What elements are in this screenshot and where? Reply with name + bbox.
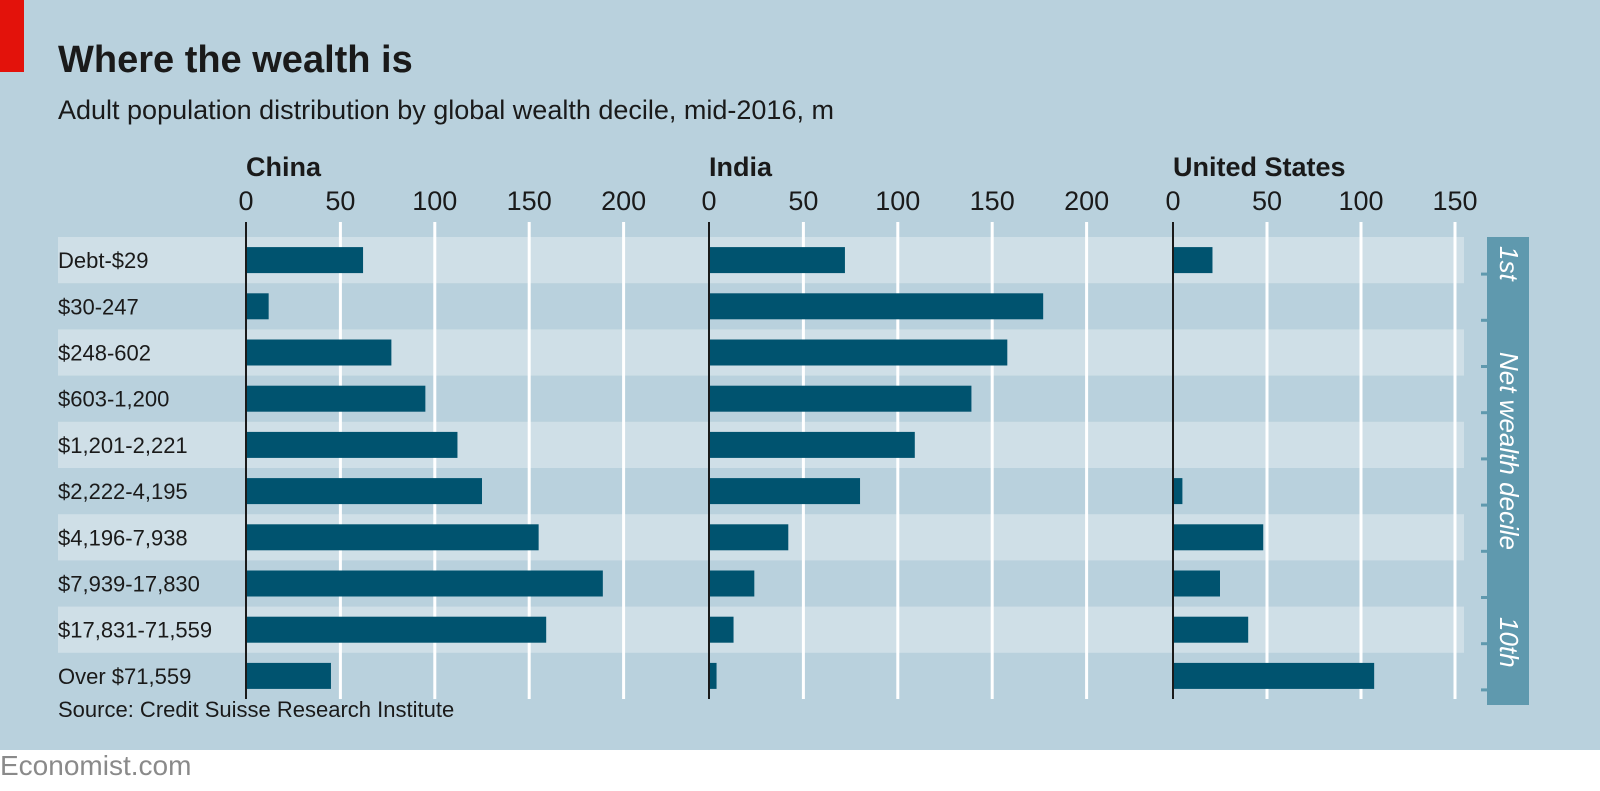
tick-label: 100 [875, 186, 920, 216]
category-label: $603-1,200 [58, 387, 169, 412]
bar [1173, 524, 1264, 551]
category-label: Over $71,559 [58, 664, 191, 689]
bar [709, 247, 845, 274]
tick-label: 0 [701, 186, 716, 216]
panel-title: India [709, 152, 773, 182]
bar [1173, 478, 1183, 505]
tick-label: 200 [1064, 186, 1109, 216]
tick-label: 150 [970, 186, 1015, 216]
bar [709, 478, 861, 505]
tick-label: 50 [325, 186, 355, 216]
bar [246, 385, 426, 412]
category-label: $2,222-4,195 [58, 479, 188, 504]
tick-label: 50 [1252, 186, 1282, 216]
bar [709, 431, 915, 458]
tick-label: 100 [1338, 186, 1383, 216]
category-label: $1,201-2,221 [58, 433, 188, 458]
accent-tab [0, 0, 24, 72]
tick-label: 0 [238, 186, 253, 216]
category-label: $248-602 [58, 341, 151, 366]
bar [1173, 662, 1375, 689]
bar [246, 293, 269, 320]
bar [709, 616, 734, 643]
decile-side-panel [1487, 237, 1529, 705]
tick-label: 150 [1432, 186, 1477, 216]
decile-label-bottom: 10th [1494, 617, 1524, 668]
bar [246, 570, 603, 597]
tick-label: 200 [601, 186, 646, 216]
bar [246, 478, 482, 505]
bar [709, 524, 789, 551]
chart-subtitle: Adult population distribution by global … [58, 95, 834, 125]
bar [246, 524, 539, 551]
decile-label-top: 1st [1494, 246, 1524, 282]
bar [709, 293, 1044, 320]
category-label: Debt-$29 [58, 248, 149, 273]
category-label: $7,939-17,830 [58, 572, 200, 597]
panel-title: United States [1173, 152, 1346, 182]
bar [246, 247, 364, 274]
bar [1173, 247, 1213, 274]
bar [709, 339, 1008, 366]
panel-title: China [246, 152, 322, 182]
bar [246, 431, 458, 458]
category-label: $30-247 [58, 294, 139, 319]
bar [1173, 616, 1249, 643]
bar [1173, 570, 1220, 597]
tick-label: 50 [788, 186, 818, 216]
tick-label: 150 [507, 186, 552, 216]
chart-title: Where the wealth is [58, 39, 413, 81]
chart-canvas: Where the wealth is Adult population dist… [0, 0, 1600, 750]
bar [246, 339, 392, 366]
source-note: Source: Credit Suisse Research Institute [58, 697, 454, 722]
tick-label: 0 [1165, 186, 1180, 216]
bar [246, 616, 547, 643]
footer-credit: Economist.com [0, 750, 192, 781]
bar [246, 662, 331, 689]
decile-label-middle: Net wealth decile [1494, 352, 1524, 550]
category-label: $17,831-71,559 [58, 618, 212, 643]
tick-label: 100 [412, 186, 457, 216]
bar [709, 385, 972, 412]
bar [709, 662, 717, 689]
bar [709, 570, 755, 597]
category-label: $4,196-7,938 [58, 525, 188, 550]
